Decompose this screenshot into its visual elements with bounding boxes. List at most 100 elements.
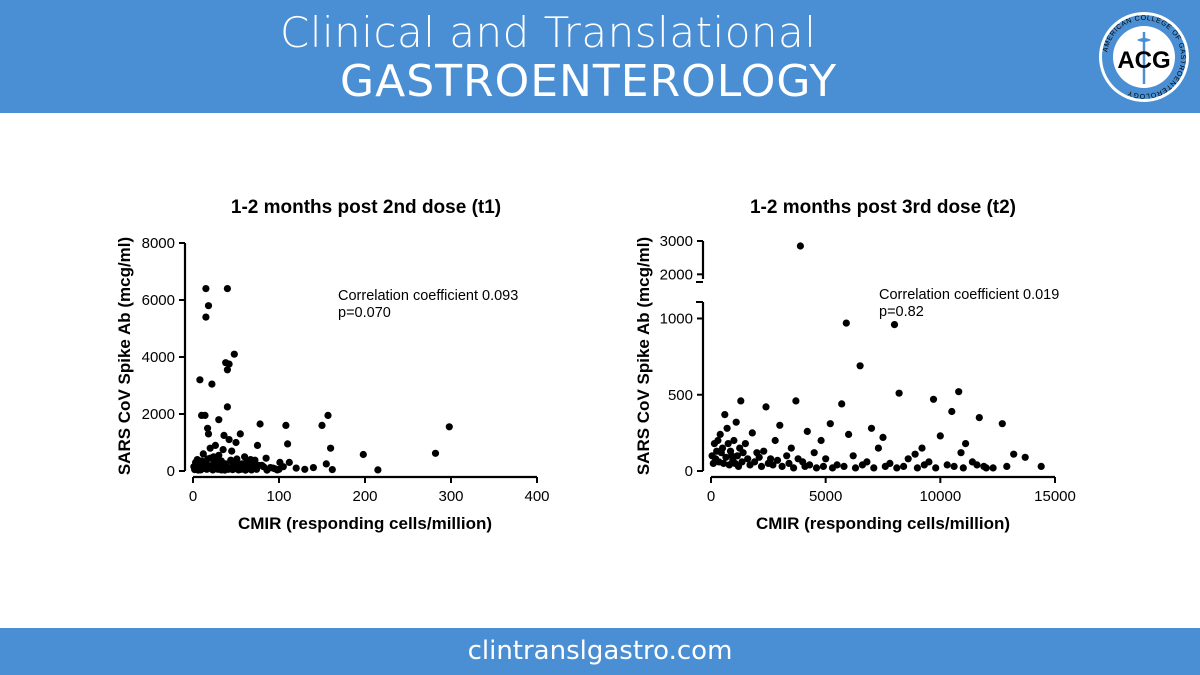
logo-initials: ACG [1117, 47, 1170, 74]
chart2-point [929, 395, 938, 403]
chart1-point [223, 285, 231, 293]
chart2-xtick-label: 5000 [809, 488, 842, 505]
chart2-point [828, 464, 837, 472]
chart2-point [849, 452, 857, 460]
chart2-point [858, 461, 867, 469]
chart2-point [819, 462, 828, 470]
chart2-point [796, 242, 805, 250]
chart1-point [374, 466, 382, 474]
chart2-point [720, 459, 728, 467]
chart1-point [202, 313, 210, 321]
chart2-point [975, 414, 983, 422]
chart2-point [932, 464, 940, 472]
chart1-point [273, 466, 281, 474]
chart2-point [716, 430, 724, 438]
chart1-point [225, 436, 233, 444]
chart1-point [199, 450, 207, 458]
chart1-xtick-label: 400 [524, 488, 549, 505]
chart1-point [253, 441, 262, 449]
chart1-ytick-label: 4000 [142, 349, 175, 366]
chart1-point [256, 420, 264, 428]
chart2-point [950, 462, 958, 470]
chart2-point [879, 433, 887, 441]
chart2-point [773, 456, 782, 464]
chart2-point [755, 453, 763, 461]
chart2-point [748, 429, 756, 437]
chart2-point [955, 388, 963, 396]
chart2-point [895, 389, 903, 397]
chart2-point [776, 421, 784, 429]
chart1-point [328, 466, 336, 474]
chart2-point [948, 407, 956, 416]
chart2-point [900, 462, 908, 470]
chart2-ytick-label: 1000 [660, 311, 693, 328]
journal-url: clintranslgastro.com [467, 636, 733, 666]
chart2-point [762, 403, 770, 411]
chart2-point [737, 397, 745, 405]
chart2-point [1003, 462, 1011, 470]
chart1-point [204, 455, 212, 463]
chart2-point [722, 453, 730, 461]
chart2-point [710, 440, 719, 448]
chart2-point [826, 420, 834, 428]
chart1-xtick-label: 200 [352, 488, 377, 505]
chart1-point [219, 446, 227, 454]
chart2-point [751, 458, 759, 466]
chart1-xlabel: CMIR (responding cells/million) [238, 514, 492, 533]
chart2-point [757, 462, 766, 470]
chart2-point [842, 319, 850, 327]
chart1-point [327, 444, 335, 452]
chart2-point [787, 444, 795, 452]
chart2-point [717, 449, 725, 457]
chart2-point [840, 462, 848, 470]
chart1-point [241, 453, 249, 461]
acg-logo: AMERICAN COLLEGE OF GASTROENTEROLOGY ACG [1099, 12, 1189, 102]
chart2-point [769, 461, 777, 469]
chart1-point [217, 457, 225, 465]
chart2-point [806, 461, 814, 469]
chart2-point [817, 436, 825, 445]
chart1-point [230, 350, 238, 358]
chart1-point [223, 403, 231, 411]
chart1-ytick-label: 6000 [142, 292, 175, 309]
chart1-point [202, 285, 210, 293]
chart2-point [741, 440, 750, 448]
chart1-ytick-label: 8000 [142, 235, 175, 252]
chart1-point [324, 411, 332, 419]
chart1-point [301, 465, 309, 473]
chart2-point [785, 459, 793, 467]
chart2-point [771, 436, 779, 445]
chart1-point [228, 447, 236, 455]
chart2-point [936, 432, 944, 440]
chart2-ytick-label: 0 [685, 463, 693, 480]
chart1-point [223, 366, 231, 374]
chart1-xtick-label: 0 [189, 488, 197, 505]
chart2-point [744, 455, 752, 463]
chart2-point [1021, 453, 1029, 461]
chart2-point [1010, 450, 1018, 458]
chart2-point [794, 455, 802, 463]
chart1-point [215, 416, 223, 424]
chart2-point [870, 464, 878, 472]
chart1-point [284, 440, 292, 448]
chart1-point [233, 455, 241, 463]
chart2-point [732, 418, 740, 426]
chart1-point [292, 464, 300, 472]
chart2-xtick-label: 0 [707, 488, 715, 505]
chart1-point [431, 449, 440, 457]
chart2-point [856, 362, 864, 370]
chart1-point [248, 459, 256, 467]
chart2-point [810, 449, 818, 457]
chart1-point [445, 423, 453, 431]
chart2-point [890, 321, 899, 329]
caduceus-icon [1137, 32, 1151, 84]
chart2-ytick-label: 3000 [660, 233, 693, 250]
chart2-point [792, 397, 800, 405]
journal-footer: clintranslgastro.com [0, 628, 1200, 675]
chart1-title: 1-2 months post 2nd dose (t1) [231, 197, 501, 218]
chart2-point [962, 440, 970, 448]
chart1-point [285, 458, 293, 466]
chart2-point [918, 444, 926, 452]
chart2-ytick-label: 2000 [660, 266, 693, 283]
chart1-point [206, 444, 214, 452]
